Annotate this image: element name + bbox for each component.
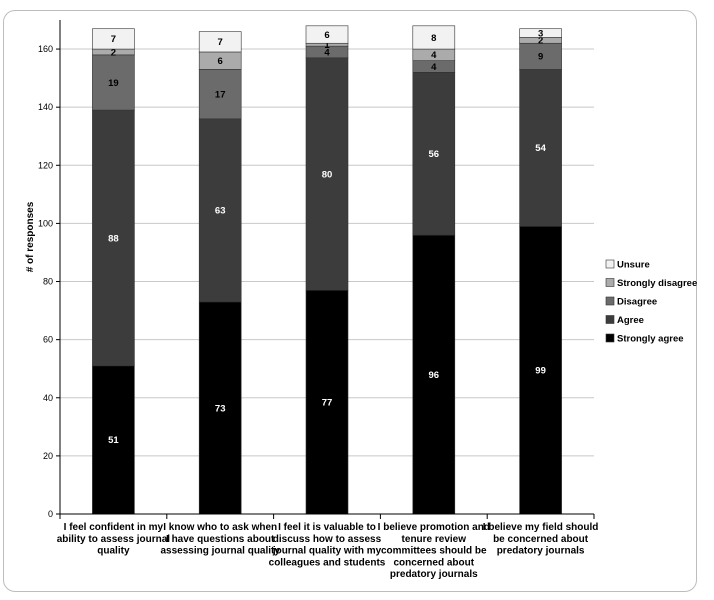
data-label: 73 — [215, 403, 226, 414]
legend-swatch — [605, 278, 615, 287]
legend-label: Unsure — [617, 260, 650, 271]
category-label-line: predatory journals — [390, 569, 478, 580]
bar-segment — [519, 69, 562, 227]
category-label: I believe promotion and tenure review comm… — [378, 522, 490, 580]
data-label: 77 — [322, 397, 333, 408]
data-label: 88 — [108, 233, 119, 244]
bar-segment — [92, 28, 135, 50]
bar-segment — [305, 289, 349, 515]
bar-segment — [198, 118, 242, 303]
y-tick-label: 100 — [38, 218, 53, 228]
bar-segment — [92, 54, 135, 111]
category-label: I believe my field should be concerned ab… — [483, 522, 599, 557]
data-label: 51 — [108, 435, 119, 446]
y-tick-label: 60 — [43, 335, 53, 345]
category-label-line: I know who to ask when — [163, 522, 277, 533]
category-label: I know who to ask when I have questions a… — [160, 522, 280, 557]
bar-segment — [305, 25, 349, 44]
bar-segment — [412, 25, 456, 50]
x-axis: I feel confident in my ability to assess … — [57, 513, 599, 580]
category-label-line: I have questions about — [166, 534, 275, 545]
data-label: 2 — [111, 47, 116, 58]
bar-segment — [519, 42, 562, 70]
legend-label: Agree — [617, 315, 644, 326]
y-tick-label: 40 — [43, 393, 53, 403]
legend-label: Strongly agree — [617, 334, 684, 345]
legend: Unsure Strongly disagree Disagree Agree Stro… — [605, 259, 697, 345]
legend-label: Disagree — [617, 297, 657, 308]
y-tick-label: 160 — [38, 44, 53, 54]
data-label: 63 — [215, 206, 226, 217]
y-axis-title: # of responses — [25, 201, 36, 272]
y-tick-label: 140 — [38, 102, 53, 112]
legend-swatch — [605, 333, 615, 343]
category-label-line: I believe my field should — [483, 522, 599, 533]
legend-swatch — [605, 315, 615, 324]
bar-segment — [519, 28, 562, 38]
legend-swatch — [605, 296, 615, 306]
bar-segment — [198, 69, 242, 120]
category-label-line: journal quality with my — [272, 546, 382, 557]
category-label-line: committees should be — [381, 546, 487, 557]
bar-segment — [305, 57, 349, 291]
category-label-line: I feel confident in my — [64, 522, 164, 533]
data-label: 56 — [429, 149, 440, 160]
category-label-line: discuss how to assess — [273, 534, 382, 545]
data-label: 6 — [324, 30, 329, 41]
category-label-line: ability to assess journal — [57, 534, 171, 545]
data-label: 7 — [111, 34, 116, 45]
data-label: 80 — [322, 169, 333, 180]
category-label: I feel it is valuable to discuss how to a… — [269, 522, 386, 568]
data-label: 3 — [538, 28, 543, 39]
data-label: 1 — [324, 40, 330, 51]
data-label: 4 — [324, 47, 330, 58]
data-label: 4 — [431, 62, 437, 73]
y-tick-label: 80 — [43, 277, 53, 287]
data-label: 7 — [218, 37, 223, 48]
category-label: I feel confident in my ability to assess … — [57, 522, 171, 557]
data-label: 96 — [429, 370, 440, 381]
bar-segment — [519, 226, 562, 515]
category-label-line: quality — [97, 546, 130, 557]
bar-segment — [92, 365, 135, 515]
bar-segment — [198, 31, 242, 53]
data-label: 2 — [538, 36, 543, 47]
data-label: 4 — [431, 50, 437, 61]
bar-segment — [412, 234, 456, 515]
bar-segment — [412, 72, 456, 236]
data-label: 19 — [108, 78, 119, 89]
data-label: 6 — [218, 56, 223, 67]
y-axis: 0 20 40 60 80 100 120 140 160 # of responses — [25, 20, 61, 519]
bar-segment — [198, 301, 242, 515]
category-label-line: I believe promotion and — [378, 522, 490, 533]
bar-segment — [92, 109, 135, 367]
y-tick-label: 20 — [43, 451, 53, 461]
data-label: 99 — [535, 365, 546, 376]
category-label-line: tenure review — [402, 534, 467, 545]
category-label-line: predatory journals — [497, 546, 585, 557]
y-tick-label: 120 — [38, 160, 53, 170]
category-label-line: assessing journal quality — [160, 546, 280, 557]
data-label: 8 — [431, 33, 436, 44]
category-label-line: concerned about — [394, 557, 475, 568]
y-tick-label: 0 — [48, 509, 53, 519]
category-label-line: be concerned about — [493, 534, 589, 545]
data-label: 9 — [538, 52, 543, 63]
data-label: 54 — [535, 143, 546, 154]
category-label-line: colleagues and students — [269, 557, 386, 568]
legend-label: Strongly disagree — [617, 278, 697, 289]
category-label-line: I feel it is valuable to — [278, 522, 376, 533]
legend-swatch — [605, 259, 615, 269]
data-label: 17 — [215, 89, 226, 100]
